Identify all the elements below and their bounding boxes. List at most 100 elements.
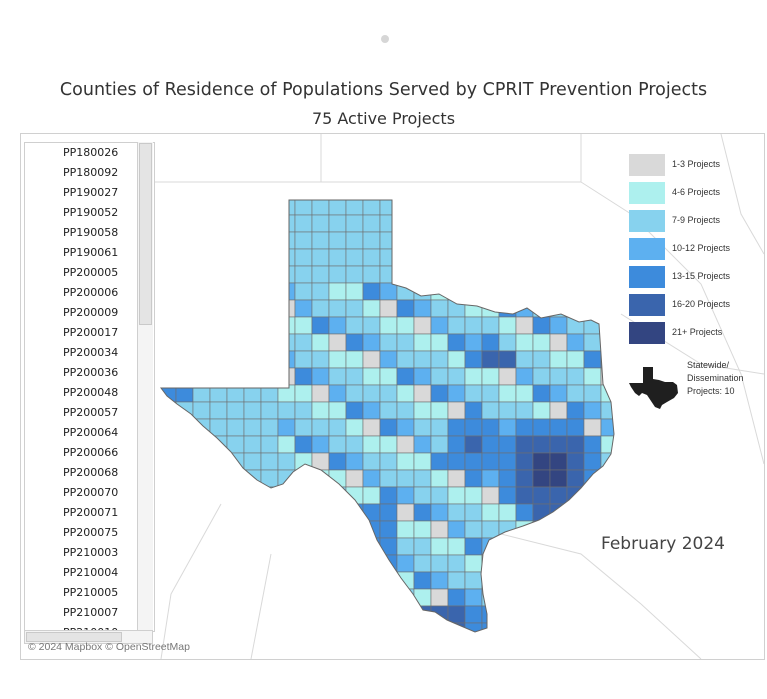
project-list-item[interactable]: PP210010 (25, 623, 154, 631)
county-polygon[interactable] (430, 299, 449, 318)
county-polygon[interactable] (464, 537, 483, 556)
county-polygon[interactable] (159, 622, 177, 640)
county-polygon[interactable] (532, 384, 551, 403)
county-polygon[interactable] (226, 231, 245, 250)
county-polygon[interactable] (481, 401, 500, 420)
county-polygon[interactable] (413, 198, 432, 216)
county-polygon[interactable] (566, 350, 585, 369)
county-polygon[interactable] (464, 418, 483, 437)
county-polygon[interactable] (464, 571, 483, 590)
county-polygon[interactable] (515, 469, 534, 488)
county-polygon[interactable] (192, 418, 211, 437)
county-polygon[interactable] (192, 367, 211, 386)
county-polygon[interactable] (209, 198, 228, 216)
county-polygon[interactable] (532, 486, 551, 505)
county-polygon[interactable] (600, 554, 618, 573)
county-polygon[interactable] (532, 333, 551, 352)
county-polygon[interactable] (430, 214, 449, 233)
county-polygon[interactable] (226, 350, 245, 369)
county-polygon[interactable] (481, 384, 500, 403)
county-polygon[interactable] (549, 367, 568, 386)
county-polygon[interactable] (464, 588, 483, 607)
county-polygon[interactable] (566, 622, 585, 640)
county-polygon[interactable] (159, 401, 177, 420)
county-polygon[interactable] (175, 469, 194, 488)
county-polygon[interactable] (159, 520, 177, 539)
county-polygon[interactable] (549, 231, 568, 250)
county-polygon[interactable] (413, 384, 432, 403)
county-polygon[interactable] (396, 282, 415, 301)
county-polygon[interactable] (243, 503, 262, 522)
county-polygon[interactable] (430, 401, 449, 420)
county-polygon[interactable] (566, 316, 585, 335)
county-polygon[interactable] (566, 554, 585, 573)
county-polygon[interactable] (226, 265, 245, 284)
county-polygon[interactable] (175, 299, 194, 318)
county-polygon[interactable] (447, 418, 466, 437)
county-polygon[interactable] (294, 605, 313, 624)
county-polygon[interactable] (192, 452, 211, 471)
project-list-item[interactable]: PP200071 (63, 506, 119, 519)
county-polygon[interactable] (159, 486, 177, 505)
county-polygon[interactable] (515, 605, 534, 624)
county-polygon[interactable] (328, 333, 347, 352)
county-polygon[interactable] (549, 452, 568, 471)
county-polygon[interactable] (396, 503, 415, 522)
county-polygon[interactable] (328, 571, 347, 590)
county-polygon[interactable] (345, 333, 364, 352)
county-polygon[interactable] (413, 367, 432, 386)
county-polygon[interactable] (600, 367, 618, 386)
county-polygon[interactable] (515, 418, 534, 437)
county-polygon[interactable] (243, 588, 262, 607)
county-polygon[interactable] (481, 605, 500, 624)
texas-county-map[interactable] (21, 134, 764, 659)
county-polygon[interactable] (430, 503, 449, 522)
county-polygon[interactable] (209, 469, 228, 488)
county-polygon[interactable] (159, 418, 177, 437)
county-polygon[interactable] (396, 350, 415, 369)
county-polygon[interactable] (413, 503, 432, 522)
county-polygon[interactable] (362, 469, 381, 488)
county-polygon[interactable] (447, 622, 466, 640)
county-polygon[interactable] (345, 622, 364, 640)
county-polygon[interactable] (430, 384, 449, 403)
county-polygon[interactable] (345, 452, 364, 471)
county-polygon[interactable] (498, 588, 517, 607)
county-polygon[interactable] (226, 520, 245, 539)
county-polygon[interactable] (413, 452, 432, 471)
county-polygon[interactable] (481, 282, 500, 301)
county-polygon[interactable] (243, 333, 262, 352)
scrollbar-thumb[interactable] (139, 143, 152, 325)
county-polygon[interactable] (583, 231, 602, 250)
county-polygon[interactable] (413, 350, 432, 369)
county-polygon[interactable] (600, 299, 618, 318)
county-polygon[interactable] (566, 282, 585, 301)
county-polygon[interactable] (481, 333, 500, 352)
county-polygon[interactable] (532, 605, 551, 624)
county-polygon[interactable] (345, 571, 364, 590)
county-polygon[interactable] (362, 418, 381, 437)
county-polygon[interactable] (464, 554, 483, 573)
county-polygon[interactable] (175, 231, 194, 250)
county-polygon[interactable] (311, 588, 330, 607)
county-polygon[interactable] (328, 350, 347, 369)
county-polygon[interactable] (362, 588, 381, 607)
county-polygon[interactable] (583, 333, 602, 352)
county-polygon[interactable] (345, 469, 364, 488)
county-polygon[interactable] (311, 299, 330, 318)
county-polygon[interactable] (515, 299, 534, 318)
county-polygon[interactable] (209, 452, 228, 471)
county-polygon[interactable] (159, 198, 177, 216)
county-polygon[interactable] (430, 537, 449, 556)
county-polygon[interactable] (192, 350, 211, 369)
county-polygon[interactable] (396, 384, 415, 403)
county-polygon[interactable] (260, 367, 279, 386)
county-polygon[interactable] (532, 418, 551, 437)
county-polygon[interactable] (311, 384, 330, 403)
county-polygons[interactable] (159, 198, 618, 640)
county-polygon[interactable] (192, 571, 211, 590)
county-polygon[interactable] (549, 265, 568, 284)
county-polygon[interactable] (515, 316, 534, 335)
county-polygon[interactable] (311, 367, 330, 386)
county-polygon[interactable] (549, 520, 568, 539)
